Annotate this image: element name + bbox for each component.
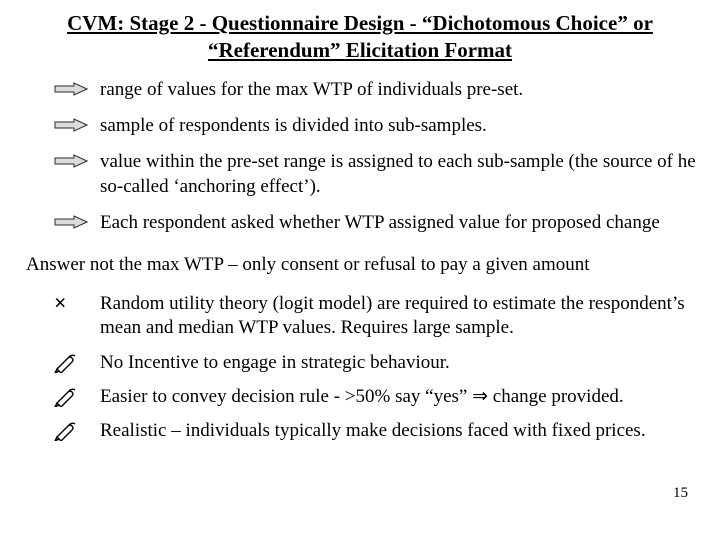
bullet-text: Random utility theory (logit model) are … [100,292,700,341]
list-item: value within the pre-set range is assign… [54,150,700,199]
bullet-text: Easier to convey decision rule - >50% sa… [100,385,700,409]
list-item: Each respondent asked whether WTP assign… [54,211,700,235]
hand-write-icon [54,419,100,441]
slide-title: CVM: Stage 2 - Questionnaire Design - “D… [30,10,690,64]
hand-write-icon [54,351,100,373]
bullet-text: Realistic – individuals typically make d… [100,419,700,443]
bullet-text: sample of respondents is divided into su… [100,114,700,138]
arrow-right-icon [54,78,100,97]
arrow-right-icon [54,114,100,133]
arrow-bullet-list: range of values for the max WTP of indiv… [20,78,700,236]
list-item: Easier to convey decision rule - >50% sa… [54,385,700,409]
list-item: × Random utility theory (logit model) ar… [54,292,700,341]
bullet-text: No Incentive to engage in strategic beha… [100,351,700,375]
arrow-right-icon [54,150,100,169]
list-item: sample of respondents is divided into su… [54,114,700,138]
middle-statement: Answer not the max WTP – only consent or… [26,253,700,278]
cross-icon: × [54,292,100,314]
list-item: Realistic – individuals typically make d… [54,419,700,443]
bullet-text: Each respondent asked whether WTP assign… [100,211,700,235]
bullet-text: value within the pre-set range is assign… [100,150,700,199]
hand-write-icon [54,385,100,407]
pros-cons-list: × Random utility theory (logit model) ar… [20,292,700,444]
slide: CVM: Stage 2 - Questionnaire Design - “D… [0,0,720,540]
arrow-right-icon [54,211,100,230]
bullet-text: range of values for the max WTP of indiv… [100,78,700,102]
list-item: range of values for the max WTP of indiv… [54,78,700,102]
page-number: 15 [673,485,688,502]
list-item: No Incentive to engage in strategic beha… [54,351,700,375]
